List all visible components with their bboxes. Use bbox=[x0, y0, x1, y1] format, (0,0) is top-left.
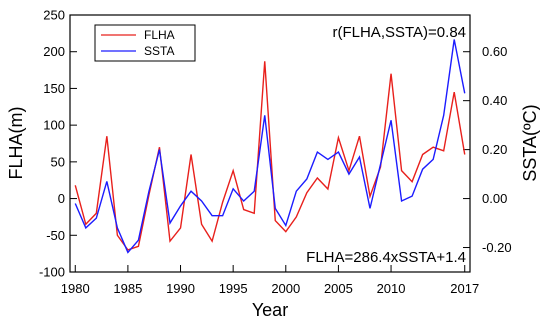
right-tick-label: 0.20 bbox=[482, 142, 507, 157]
left-axis: -100 -50 0 50 100 150 200 250 bbox=[39, 8, 77, 280]
correlation-annotation: r(FLHA,SSTA)=0.84 bbox=[332, 24, 466, 41]
left-tick-label: 150 bbox=[43, 81, 65, 96]
left-axis-title: FLHA(m) bbox=[6, 107, 26, 180]
series-line-ssta bbox=[74, 39, 466, 254]
left-tick-label: 250 bbox=[43, 8, 65, 23]
right-tick-label: 0.60 bbox=[482, 44, 507, 59]
x-tick-label: 2017 bbox=[450, 281, 479, 296]
series-line-flha bbox=[74, 61, 466, 251]
legend-box bbox=[94, 24, 196, 62]
left-tick-label: 200 bbox=[43, 44, 65, 59]
series-group bbox=[74, 39, 466, 254]
legend-label-flha: FLHA bbox=[144, 28, 175, 42]
legend-label-ssta: SSTA bbox=[144, 44, 174, 58]
plot-frame bbox=[69, 14, 471, 273]
regression-annotation: FLHA=286.4xSSTA+1.4 bbox=[306, 249, 466, 266]
x-tick-label: 2005 bbox=[324, 281, 353, 296]
left-tick-label: -100 bbox=[39, 265, 65, 280]
x-axis-title: Year bbox=[252, 300, 288, 320]
left-tick-label: 50 bbox=[51, 154, 65, 169]
right-tick-label: 0.00 bbox=[482, 191, 507, 206]
x-tick-label: 1980 bbox=[61, 281, 90, 296]
right-tick-label: 0.40 bbox=[482, 93, 507, 108]
x-axis: 1980 1985 1990 1995 2000 2005 2010 2017 bbox=[61, 265, 479, 296]
left-tick-label: -50 bbox=[46, 228, 65, 243]
right-tick-label: -0.20 bbox=[482, 240, 512, 255]
right-axis-title: SSTA(ºC) bbox=[520, 104, 540, 181]
legend: FLHA SSTA bbox=[94, 24, 196, 62]
x-tick-label: 1995 bbox=[219, 281, 248, 296]
x-tick-label: 2010 bbox=[377, 281, 406, 296]
x-tick-label: 2000 bbox=[271, 281, 300, 296]
x-tick-label: 1990 bbox=[166, 281, 195, 296]
right-axis: -0.20 0.00 0.20 0.40 0.60 bbox=[463, 44, 512, 255]
left-tick-label: 100 bbox=[43, 118, 65, 133]
x-tick-label: 1985 bbox=[113, 281, 142, 296]
left-tick-label: 0 bbox=[58, 191, 65, 206]
